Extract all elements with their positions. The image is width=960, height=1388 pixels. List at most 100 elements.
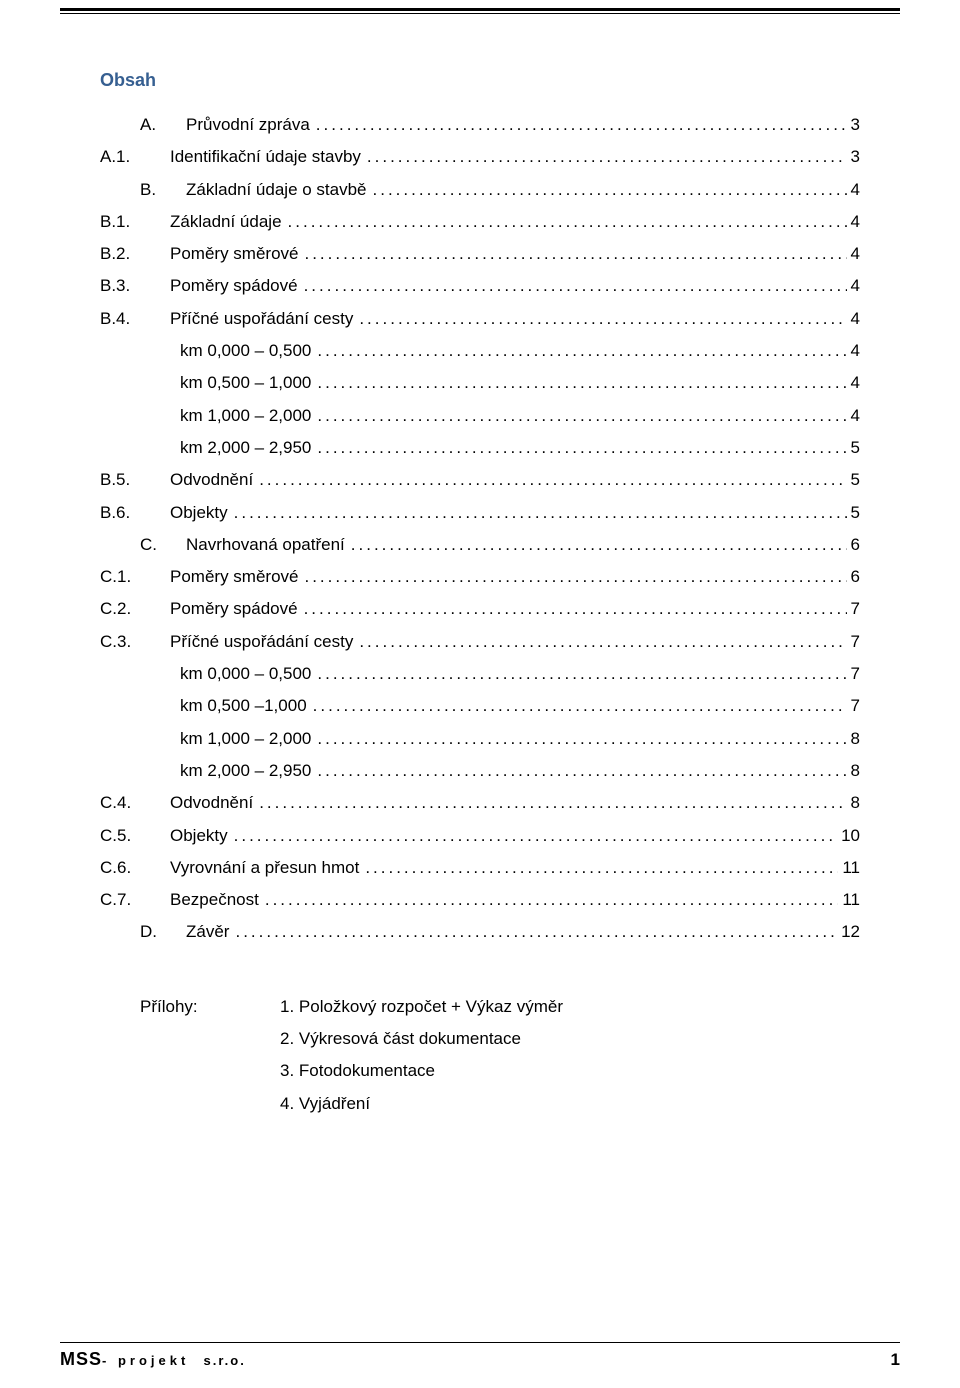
toc-entry-label: km 0,000 – 0,500 (180, 658, 311, 690)
toc-leader-dots (298, 593, 847, 625)
attachments-row: 4. Vyjádření (140, 1088, 860, 1120)
attachments-item: 2. Výkresová část dokumentace (280, 1023, 521, 1055)
toc-entry-label: Poměry směrové (170, 238, 298, 270)
toc-entry-number: C.3. (100, 626, 170, 658)
page: Obsah A.Průvodní zpráva3A.1.Identifikačn… (0, 0, 960, 1388)
toc-entry-number: B.1. (100, 206, 170, 238)
toc-label-wrap: D.Závěr (140, 916, 229, 948)
toc-entry-number: B.5. (100, 464, 170, 496)
toc-entry-page: 5 (847, 432, 860, 464)
toc-row: C.7.Bezpečnost 11 (100, 884, 860, 916)
toc-entry-label: Základní údaje (170, 206, 282, 238)
toc-leader-dots (311, 658, 846, 690)
toc-row: C.4.Odvodnění8 (100, 787, 860, 819)
footer-logo: MSS- projekt s.r.o. (60, 1349, 246, 1370)
toc-row: B.4.Příčné uspořádání cesty 4 (100, 303, 860, 335)
toc-row: km 1,000 – 2,0004 (100, 400, 860, 432)
toc-entry-number: C.7. (100, 884, 170, 916)
toc-entry-label: km 2,000 – 2,950 (180, 755, 311, 787)
attachments-item: 3. Fotodokumentace (280, 1055, 435, 1087)
toc-leader-dots (298, 270, 847, 302)
toc-entry-label: km 0,000 – 0,500 (180, 335, 311, 367)
logo-sro: s.r.o. (203, 1353, 245, 1368)
toc-entry-page: 5 (847, 464, 860, 496)
toc-entry-page: 4 (847, 367, 860, 399)
toc-leader-dots (282, 206, 847, 238)
toc-label-wrap: km 2,000 – 2,950 (180, 432, 311, 464)
toc-entry-label: Závěr (186, 916, 229, 948)
toc-label-wrap: km 0,000 – 0,500 (180, 658, 311, 690)
toc-label-wrap: C.Navrhovaná opatření (140, 529, 345, 561)
toc-leader-dots (298, 238, 846, 270)
toc-label-wrap: C.1.Poměry směrové (100, 561, 298, 593)
toc-entry-page: 7 (847, 658, 860, 690)
toc-label-wrap: B.1.Základní údaje (100, 206, 282, 238)
toc-entry-page: 7 (847, 690, 860, 722)
toc-entry-page: 8 (847, 755, 860, 787)
toc-leader-dots (345, 529, 847, 561)
footer: MSS- projekt s.r.o. 1 (60, 1342, 900, 1370)
toc-label-wrap: A.1.Identifikační údaje stavby (100, 141, 361, 173)
header-rule (60, 8, 900, 14)
toc-entry-page: 10 (837, 820, 860, 852)
toc-entry-label: Navrhovaná opatření (186, 529, 345, 561)
toc-entry-label: Průvodní zpráva (186, 109, 310, 141)
toc-entry-number: C.6. (100, 852, 170, 884)
toc-leader-dots (229, 916, 837, 948)
toc-entry-page: 11 (838, 884, 860, 916)
toc-row: C.1.Poměry směrové 6 (100, 561, 860, 593)
toc-label-wrap: C.4.Odvodnění (100, 787, 253, 819)
toc-entry-label: Objekty (170, 497, 228, 529)
toc-entry-label: Odvodnění (170, 787, 253, 819)
toc-row: B.5.Odvodnění5 (100, 464, 860, 496)
toc-label-wrap: km 2,000 – 2,950 (180, 755, 311, 787)
toc-label-wrap: C.6.Vyrovnání a přesun hmot (100, 852, 359, 884)
toc-entry-page: 12 (837, 916, 860, 948)
toc-entry-page: 4 (847, 303, 860, 335)
toc-entry-page: 4 (847, 238, 860, 270)
toc-entry-page: 7 (847, 626, 860, 658)
toc-row: km 0,000 – 0,500 7 (100, 658, 860, 690)
toc-label-wrap: B.4.Příčné uspořádání cesty (100, 303, 353, 335)
toc-entry-label: Bezpečnost (170, 884, 259, 916)
toc-leader-dots (353, 626, 846, 658)
toc-row: A.Průvodní zpráva 3 (100, 109, 860, 141)
toc-row: B.1.Základní údaje4 (100, 206, 860, 238)
toc-entry-number: B.4. (100, 303, 170, 335)
toc-row: km 2,000 – 2,950 8 (100, 755, 860, 787)
attachments-label: Přílohy: (140, 991, 280, 1023)
toc-entry-page: 3 (847, 141, 860, 173)
toc-row: C.6.Vyrovnání a přesun hmot 11 (100, 852, 860, 884)
toc-entry-page: 5 (847, 497, 860, 529)
toc-label-wrap: km 0,500 –1,000 (180, 690, 307, 722)
attachments-spacer (140, 1023, 280, 1055)
toc-entry-page: 6 (847, 561, 860, 593)
attachments-row: 3. Fotodokumentace (140, 1055, 860, 1087)
toc-label-wrap: km 1,000 – 2,000 (180, 400, 311, 432)
toc-leader-dots (228, 820, 837, 852)
toc-entry-page: 7 (847, 593, 860, 625)
toc-entry-number: C.1. (100, 561, 170, 593)
toc-entry-page: 11 (838, 852, 860, 884)
toc-entry-label: km 1,000 – 2,000 (180, 400, 311, 432)
footer-page-number: 1 (891, 1350, 900, 1370)
toc-label-wrap: km 1,000 – 2,000 (180, 723, 311, 755)
toc-entry-page: 3 (847, 109, 860, 141)
toc-leader-dots (310, 109, 847, 141)
toc-entry-page: 8 (847, 723, 860, 755)
toc-label-wrap: A.Průvodní zpráva (140, 109, 310, 141)
toc-row: C.2.Poměry spádové7 (100, 593, 860, 625)
toc-leader-dots (253, 787, 846, 819)
logo-projekt: - projekt (102, 1353, 189, 1368)
toc-entry-label: Identifikační údaje stavby (170, 141, 361, 173)
toc-row: B.Základní údaje o stavbě4 (100, 174, 860, 206)
toc-row: B.3.Poměry spádové4 (100, 270, 860, 302)
toc-label-wrap: B.6.Objekty (100, 497, 228, 529)
toc-entry-label: Vyrovnání a přesun hmot (170, 852, 359, 884)
toc-entry-number: C.4. (100, 787, 170, 819)
toc-entry-page: 4 (847, 174, 860, 206)
toc-row: km 1,000 – 2,000 8 (100, 723, 860, 755)
toc-leader-dots (311, 400, 846, 432)
toc-entry-number: B. (140, 174, 186, 206)
toc-label-wrap: km 0,500 – 1,000 (180, 367, 311, 399)
